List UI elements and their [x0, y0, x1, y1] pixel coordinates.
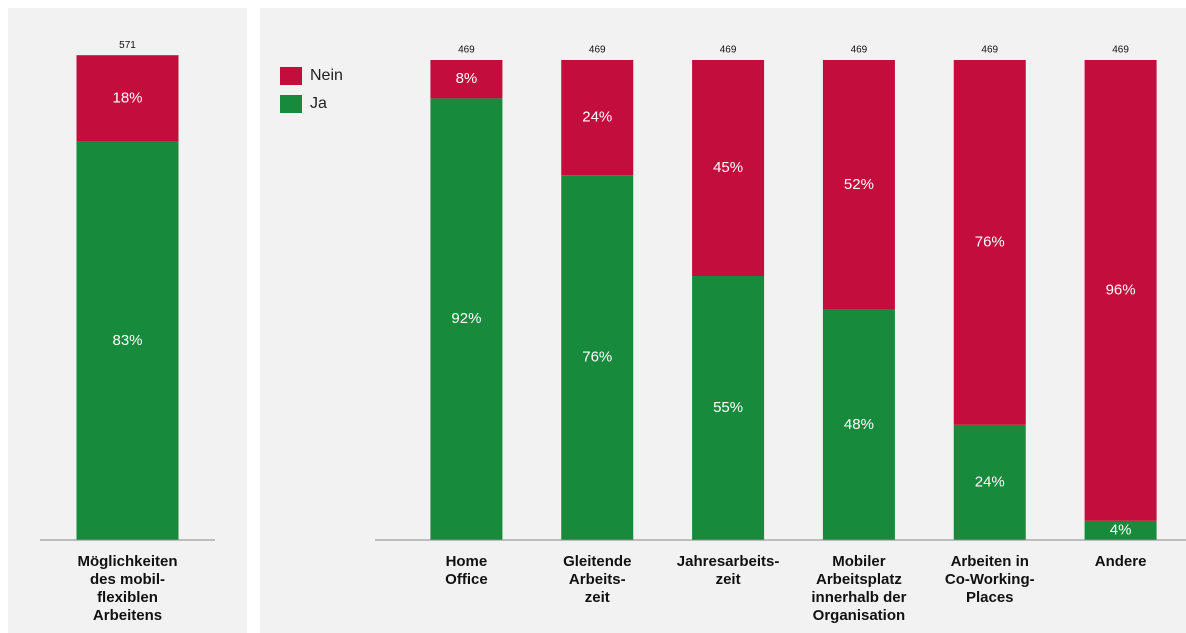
category-line: Organisation: [813, 607, 906, 624]
total-label: 469: [458, 45, 475, 56]
category-line: Arbeitsplatz: [816, 571, 902, 588]
category-line: Gleitende: [563, 553, 631, 570]
bar-segment: [430, 60, 503, 99]
category-line: flexiblen: [97, 589, 158, 606]
category-line: Arbeits-: [569, 571, 626, 588]
category-line: Office: [445, 571, 488, 588]
category-line: zeit: [716, 571, 741, 588]
value-label: 52%: [844, 176, 874, 193]
category-label: Möglichkeiten des mobil-flexiblen Arbeiten…: [77, 553, 177, 624]
value-label: 83%: [112, 332, 142, 349]
category-line: Places: [966, 589, 1014, 606]
value-label: 24%: [975, 473, 1005, 490]
value-label: 76%: [975, 233, 1005, 250]
bar-segment: [953, 60, 1026, 425]
total-label: 469: [589, 45, 606, 56]
category-label: Mobiler Arbeitsplatz innerhalb der Organisa…: [811, 553, 906, 624]
value-label: 24%: [582, 109, 612, 126]
legend-swatch: [280, 95, 302, 113]
legend-swatch: [280, 67, 302, 85]
category-line: zeit: [585, 589, 610, 606]
bar-segment: [561, 175, 634, 540]
category-line: Arbeitens: [93, 607, 162, 624]
category-label: Arbeiten in Co-Working-Places: [945, 553, 1035, 606]
value-label: 55%: [713, 399, 743, 416]
category-line: des mobil-: [90, 571, 165, 588]
value-label: 45%: [713, 159, 743, 176]
bar-segment: [76, 55, 179, 142]
category-line: Home: [446, 553, 488, 570]
value-label: 92%: [451, 310, 481, 327]
bar-segment: [953, 424, 1026, 540]
value-label: 48%: [844, 416, 874, 433]
category-label: Jahresarbeits-zeit: [677, 553, 780, 588]
bar-segment: [430, 98, 503, 541]
category-label: Home Office: [445, 553, 488, 588]
value-label: 8%: [456, 70, 478, 87]
total-label: 469: [720, 45, 737, 56]
category-line: Mobiler: [832, 553, 885, 570]
category-label: Gleitende Arbeits-zeit: [563, 553, 631, 606]
bar-segment: [692, 60, 765, 276]
category-label: Andere: [1095, 553, 1147, 570]
total-label: 469: [981, 45, 998, 56]
legend-label: Nein: [310, 67, 343, 84]
bar-segment: [692, 276, 765, 540]
bar-segment: [822, 309, 895, 540]
value-label: 4%: [1110, 521, 1132, 538]
category-line: Andere: [1095, 553, 1147, 570]
bar-segment: [561, 60, 634, 176]
bar-segment: [76, 141, 179, 540]
legend-label: Ja: [310, 95, 327, 112]
value-label: 96%: [1106, 281, 1136, 298]
category-line: Co-Working-: [945, 571, 1035, 588]
bar-segment: [822, 60, 895, 310]
bar-segment: [1084, 520, 1157, 540]
value-label: 18%: [112, 89, 142, 106]
category-line: Möglichkeiten: [77, 553, 177, 570]
category-line: innerhalb der: [811, 589, 906, 606]
category-line: Jahresarbeits-: [677, 553, 780, 570]
total-label: 571: [119, 40, 136, 51]
total-label: 469: [851, 45, 868, 56]
bar-segment: [1084, 60, 1157, 521]
total-label: 469: [1112, 45, 1129, 56]
category-line: Arbeiten in: [951, 553, 1029, 570]
value-label: 76%: [582, 349, 612, 366]
